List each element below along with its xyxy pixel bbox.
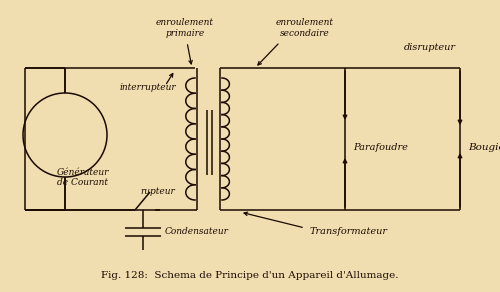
Text: rupteur: rupteur: [140, 187, 175, 197]
Text: enroulement
secondaire: enroulement secondaire: [276, 18, 334, 38]
Text: Condensateur: Condensateur: [165, 227, 229, 237]
Text: Parafoudre: Parafoudre: [353, 143, 408, 152]
Text: Transformateur: Transformateur: [310, 227, 388, 237]
Text: Bougie: Bougie: [468, 143, 500, 152]
Text: Fig. 128:  Schema de Principe d'un Appareil d'Allumage.: Fig. 128: Schema de Principe d'un Appare…: [101, 270, 399, 279]
Text: Générateur
de Courant: Générateur de Courant: [57, 168, 110, 187]
Text: interrupteur: interrupteur: [120, 84, 176, 93]
Text: enroulement
primaire: enroulement primaire: [156, 18, 214, 38]
Text: disrupteur: disrupteur: [404, 44, 456, 53]
